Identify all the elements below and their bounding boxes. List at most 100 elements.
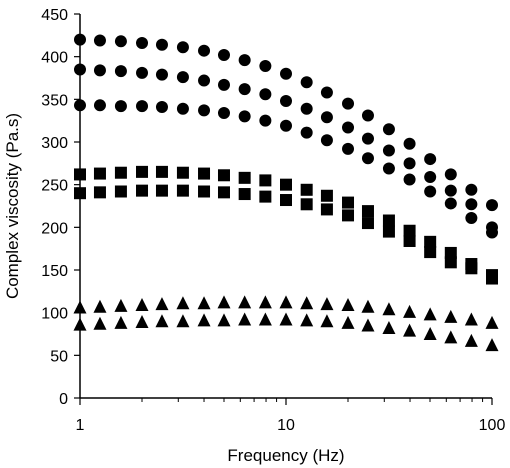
data-point [176,166,189,179]
data-point [444,197,457,210]
data-point [279,312,293,326]
data-point [486,199,498,212]
data-point [300,198,313,211]
data-point [444,256,457,269]
data-point [320,203,333,216]
data-point [155,38,168,51]
data-point [403,224,416,237]
data-point [176,71,189,84]
data-point [217,313,231,327]
data-point [464,312,478,326]
data-point [155,184,168,197]
data-point [155,297,169,311]
data-point [403,157,416,170]
series-6 [73,295,499,329]
data-point [136,184,149,197]
data-point [259,174,272,187]
data-point [280,67,292,80]
data-point [403,234,416,247]
series-5 [74,184,498,285]
series-3 [74,99,498,239]
data-point [320,297,334,311]
data-point [155,165,168,178]
data-point [114,185,127,198]
data-point [114,65,127,78]
data-point [465,198,478,211]
data-point [136,37,149,50]
y-tick-label: 50 [50,348,68,365]
series-1 [74,33,498,212]
data-point [280,178,292,191]
data-point [465,211,478,224]
x-tick-label: 100 [479,417,506,434]
x-tick-label: 10 [277,417,295,434]
data-point [217,295,231,309]
data-point [93,186,106,199]
series-7 [73,312,499,352]
data-point [465,183,478,196]
axes: 0 50 100 150 200 250 300 350 400 450 1 10 100 [41,7,505,434]
data-point [403,323,417,337]
data-point [217,169,230,182]
data-point [424,153,437,166]
data-point [238,83,251,96]
y-tick-label: 100 [41,306,68,323]
data-point [259,88,272,101]
data-point [444,168,457,181]
data-point [198,104,211,117]
data-point [136,66,149,79]
data-point [198,185,211,198]
data-point [135,297,149,311]
data-point [135,315,149,329]
data-point [300,313,314,327]
data-point [259,60,272,73]
data-point [382,321,396,335]
data-point [74,33,86,46]
data-point [361,109,374,122]
data-point [403,137,416,150]
data-point [176,102,189,115]
data-point [238,171,251,184]
y-tick-label: 350 [41,92,68,109]
data-point [114,315,128,329]
data-point [342,209,355,222]
x-axis-title: Frequency (Hz) [227,446,344,465]
data-point [465,262,478,275]
data-point [259,114,272,127]
data-point [486,272,498,285]
data-point [176,314,190,328]
data-point [198,74,211,87]
data-point [485,315,499,329]
data-point [361,132,374,145]
data-point [155,314,169,328]
data-point [464,333,478,347]
data-point [424,185,437,198]
series-2 [74,63,498,234]
data-point [300,126,313,139]
data-point [238,312,252,326]
data-point [217,106,230,119]
data-point [280,194,292,207]
data-point [217,186,230,199]
data-point [342,196,355,209]
data-point [361,217,374,230]
y-tick-label: 150 [41,263,68,280]
data-point [259,190,272,203]
data-point [342,142,355,155]
data-point [136,165,149,178]
data-point [382,144,395,157]
data-point [279,295,293,309]
data-point [198,167,211,180]
data-point [93,167,106,180]
y-tick-label: 450 [41,7,68,24]
data-point [382,162,395,175]
data-point [423,327,437,340]
data-point [320,314,334,328]
data-point [444,309,458,323]
data-point [423,307,437,321]
data-point [361,205,374,218]
data-point [382,225,395,238]
data-point [320,134,333,147]
data-point [93,99,106,112]
data-point [114,166,127,179]
